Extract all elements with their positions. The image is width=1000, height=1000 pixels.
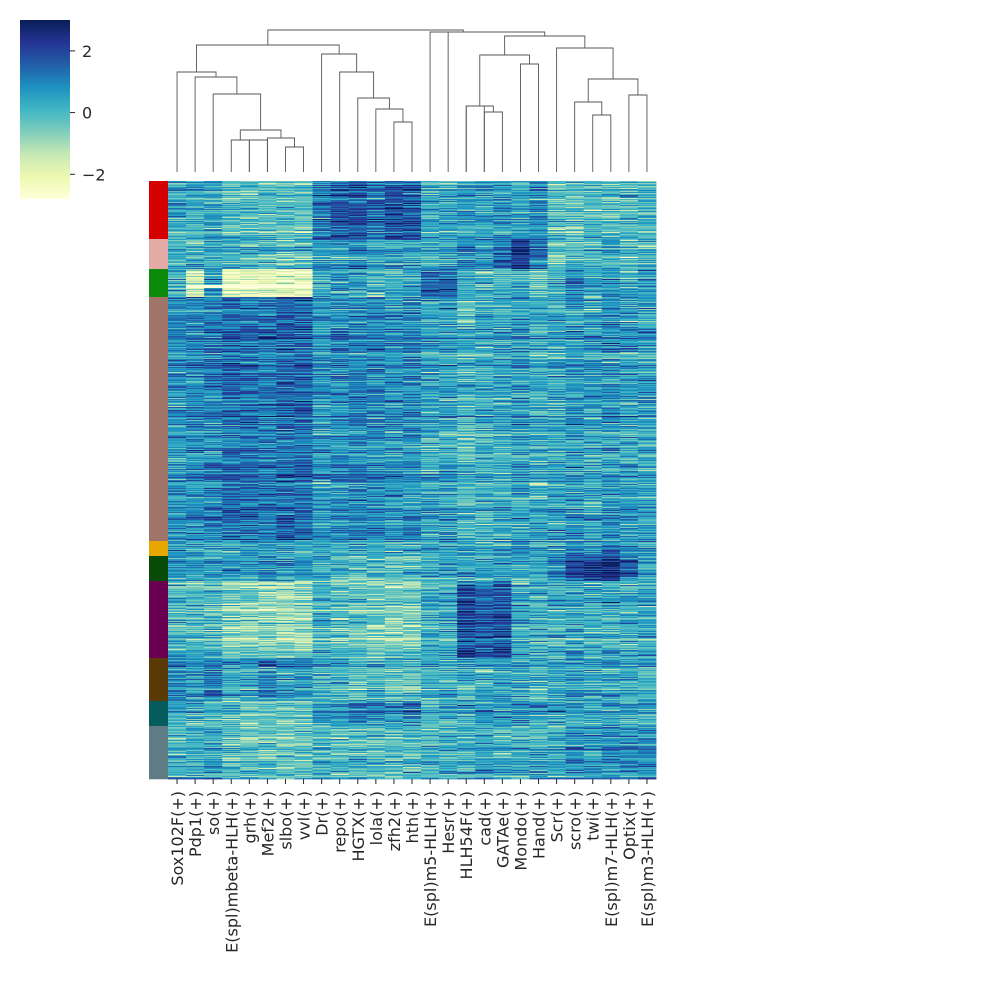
row-group-color-3 <box>149 297 168 541</box>
dendrogram-link <box>195 77 237 172</box>
row-group-color-9 <box>149 726 168 779</box>
row-group-color-1 <box>149 239 168 269</box>
colorbar-tick-label: 2 <box>82 42 92 61</box>
heatmap-figure: 20−2 Sox102F(+) Pdp1(+) so(+) E(spl)mbeta-H… <box>0 0 1000 1000</box>
dendrogram-link <box>249 140 267 172</box>
dendrogram-link <box>340 72 374 172</box>
dendrogram-link <box>448 32 545 172</box>
column-dendrogram <box>177 30 647 172</box>
heatmap-body <box>168 181 656 779</box>
dendrogram-link <box>285 147 303 172</box>
dendrogram-link <box>267 138 294 172</box>
dendrogram-link <box>231 140 249 172</box>
dendrogram-link <box>588 79 638 102</box>
colorbar-gradient <box>20 20 70 199</box>
dendrogram-link <box>484 112 502 172</box>
row-group-color-5 <box>149 556 168 581</box>
row-group-color-7 <box>149 658 168 701</box>
dendrogram-link <box>629 95 647 172</box>
dendrogram-link <box>430 32 496 44</box>
colorbar-tick-label: −2 <box>82 165 106 184</box>
row-group-color-2 <box>149 269 168 297</box>
dendrogram-link <box>394 122 412 172</box>
dendrogram-link <box>376 109 403 172</box>
row-group-color-6 <box>149 581 168 658</box>
dendrogram-link <box>197 45 340 72</box>
dendrogram-link <box>480 55 530 106</box>
dendrogram-link <box>557 48 613 172</box>
dendrogram-link <box>593 115 611 172</box>
colorbar-ticks: 2 0 −2 <box>70 42 106 184</box>
dendrogram-link <box>240 130 281 140</box>
row-group-color-8 <box>149 701 168 726</box>
colorbar-tick-label: 0 <box>82 104 92 123</box>
dendrogram-link <box>466 106 493 172</box>
row-group-color-0 <box>149 181 168 239</box>
dendrogram-link <box>177 72 216 172</box>
dendrogram-link <box>505 36 585 55</box>
dendrogram-link <box>466 106 484 172</box>
row-group-color-4 <box>149 541 168 556</box>
colorbar: 2 0 −2 <box>20 20 106 199</box>
row-color-strip <box>149 181 168 779</box>
dendrogram-link <box>575 102 602 172</box>
dendrogram-link <box>520 64 538 172</box>
dendrogram-link <box>213 94 260 172</box>
